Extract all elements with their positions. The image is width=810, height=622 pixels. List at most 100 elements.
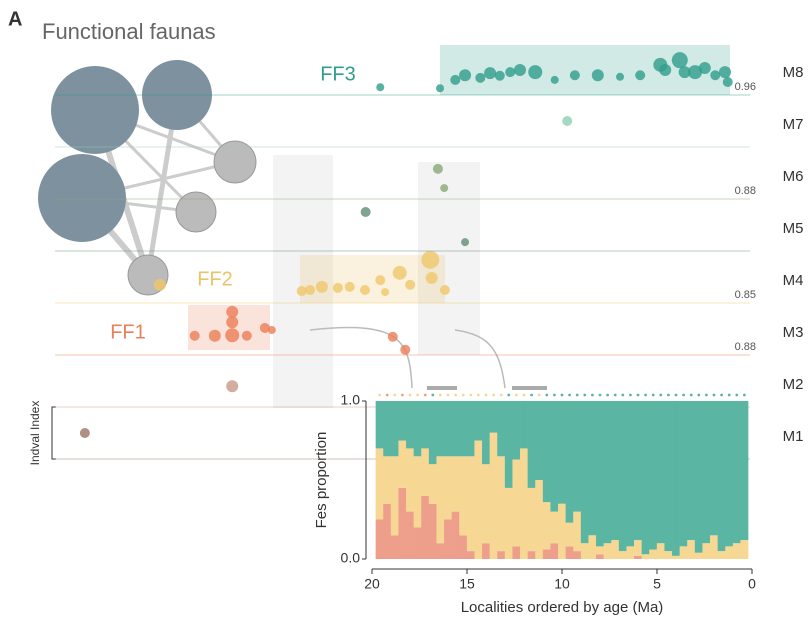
- point: [209, 330, 221, 342]
- bar-segment: [376, 401, 384, 448]
- cutoff-label: 0.88: [735, 185, 756, 197]
- bar-segment: [733, 543, 741, 559]
- bar-segment: [383, 401, 391, 456]
- bar-segment: [604, 401, 612, 543]
- bar-segment: [740, 540, 748, 559]
- locality-range: [427, 386, 457, 390]
- bar-segment: [611, 401, 619, 540]
- point: [225, 328, 239, 342]
- point: [495, 71, 505, 81]
- bar-segment: [535, 480, 543, 559]
- node: [176, 192, 216, 232]
- bar-segment: [626, 401, 634, 546]
- x-tick-label: 0: [748, 576, 756, 592]
- locality-dot: [492, 394, 495, 397]
- locality-dot: [447, 394, 450, 397]
- cutoff-label: 0.85: [735, 289, 756, 301]
- point: [723, 77, 733, 87]
- point: [400, 345, 410, 355]
- bar-segment: [710, 535, 718, 559]
- bar-segment: [414, 456, 422, 527]
- locality-dot: [439, 394, 442, 397]
- bar-segment: [596, 546, 604, 554]
- locality-dot: [743, 394, 746, 397]
- bar-segment: [558, 401, 566, 504]
- bar-segment: [421, 401, 429, 448]
- row-label: M7: [783, 116, 804, 133]
- bar-segment: [512, 546, 520, 559]
- point: [190, 331, 200, 341]
- point: [388, 332, 398, 342]
- cutoff-label: 0.88: [735, 341, 756, 353]
- locality-dot: [431, 394, 434, 397]
- point: [405, 280, 415, 290]
- group-label: FF2: [197, 268, 233, 290]
- bar-segment: [414, 527, 422, 559]
- locality-dot: [644, 394, 647, 397]
- bar-segment: [482, 464, 490, 543]
- bar-segment: [398, 441, 406, 488]
- bar-segment: [573, 551, 581, 559]
- locality-dot: [507, 394, 510, 397]
- bar-segment: [718, 401, 726, 551]
- bar-segment: [505, 488, 513, 559]
- locality-dot: [720, 394, 723, 397]
- point: [440, 285, 450, 295]
- bar-segment: [482, 401, 490, 464]
- bar-segment: [467, 551, 475, 559]
- locality-dot: [599, 394, 602, 397]
- locality-dot: [621, 394, 624, 397]
- group-label: FF1: [110, 321, 146, 343]
- node: [38, 154, 126, 242]
- bar-segment: [543, 550, 551, 559]
- indval-bracket: [52, 407, 56, 459]
- locality-dot: [545, 394, 548, 397]
- bar-segment: [520, 401, 528, 448]
- locality-dot: [378, 394, 381, 397]
- bar-segment: [687, 540, 695, 559]
- point: [450, 75, 460, 85]
- bar-segment: [512, 401, 520, 459]
- bar-segment: [444, 401, 452, 456]
- bar-segment: [611, 540, 619, 559]
- bar-segment: [482, 543, 490, 559]
- bar-segment: [398, 401, 406, 441]
- bar-segment: [383, 456, 391, 503]
- locality-dot: [583, 394, 586, 397]
- locality-dot: [629, 394, 632, 397]
- point: [505, 67, 515, 77]
- bar-segment: [512, 459, 520, 546]
- bar-segment: [558, 504, 566, 559]
- bar-segment: [444, 456, 452, 519]
- figure: A Functional faunas Indval Index Fes pro…: [0, 0, 810, 622]
- bar-segment: [550, 543, 558, 559]
- x-tick-label: 15: [459, 576, 475, 592]
- node: [51, 66, 139, 154]
- bar-segment: [376, 448, 384, 519]
- point: [433, 164, 443, 174]
- point: [616, 73, 624, 81]
- bar-segment: [429, 401, 437, 464]
- bar-segment: [391, 401, 399, 456]
- bar-segment: [664, 551, 672, 559]
- point: [268, 326, 276, 334]
- point: [635, 70, 645, 80]
- point: [484, 67, 496, 79]
- row-label: M4: [783, 272, 804, 289]
- bar-segment: [588, 535, 596, 559]
- point: [699, 62, 711, 74]
- point: [570, 70, 580, 80]
- bar-segment: [604, 543, 612, 559]
- point: [360, 285, 370, 295]
- bar-segment: [573, 401, 581, 512]
- row-label: M8: [783, 64, 804, 81]
- locality-dot: [454, 394, 457, 397]
- point: [305, 285, 315, 295]
- bar-segment: [718, 551, 726, 559]
- locality-dot: [469, 394, 472, 397]
- bar-segment: [535, 401, 543, 480]
- locality-dot: [409, 394, 412, 397]
- bar-segment: [474, 401, 482, 441]
- bar-segment: [642, 554, 650, 559]
- point: [459, 69, 471, 81]
